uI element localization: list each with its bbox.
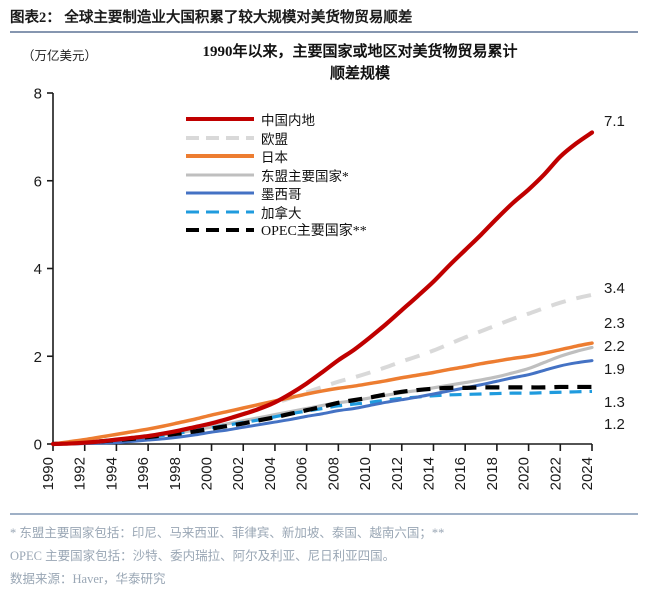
y-tick-label: 4: [34, 261, 42, 278]
legend-item-japan: 日本: [186, 147, 367, 166]
legend-label-opec: OPEC主要国家**: [261, 224, 367, 240]
x-tick-label: 2008: [325, 457, 342, 490]
y-tick-label: 0: [34, 437, 42, 454]
figure-header: 图表2： 全球主要制造业大国积累了较大规模对美货物贸易顺差: [10, 6, 638, 27]
legend-label-eu: 欧盟: [261, 131, 288, 147]
end-label-mexico: 1.9: [604, 361, 625, 378]
x-tick-label: 2014: [420, 457, 437, 490]
x-tick-label: 2022: [547, 457, 564, 490]
chart-title-line-2: 顺差规模: [329, 65, 390, 82]
x-tick-label: 2018: [484, 457, 501, 490]
legend-swatch-eu: [186, 131, 254, 145]
chart-title-line-1: 1990年以来，主要国家或地区对美货物贸易累计: [202, 44, 518, 60]
legend-item-asean: 东盟主要国家*: [186, 166, 367, 185]
y-axis-unit-label: （万亿美元）: [22, 49, 98, 63]
chart-plot-area: 0 2 4 6 8 1990 1992 1994 1996 1998 2000 2002 2004 200…: [34, 86, 625, 491]
end-label-asean: 2.2: [604, 338, 625, 355]
footnote-block: * 东盟主要国家包括：印尼、马来西亚、菲律宾、新加坡、泰国、越南六国；** OP…: [10, 522, 644, 591]
legend-swatch-asean: [186, 168, 254, 182]
y-tick-label: 2: [34, 349, 42, 366]
x-tick-label: 2016: [452, 457, 469, 490]
series-line-opec: [52, 384, 592, 447]
legend-item-china: 中国内地: [186, 110, 367, 129]
legend-swatch-mexico: [186, 186, 254, 200]
x-tick-label: 2004: [262, 457, 279, 490]
series-line-eu: [52, 292, 593, 446]
legend-swatch-japan: [186, 149, 254, 163]
x-tick-label: 2002: [230, 457, 247, 490]
series-line-asean: [51, 345, 594, 446]
footnote-source: 数据来源：Haver，华泰研究: [10, 572, 166, 587]
x-tick-label: 1998: [167, 457, 184, 490]
end-label-japan: 2.3: [604, 315, 625, 332]
end-label-opec: 1.3: [604, 394, 625, 411]
series-line-china: [50, 130, 595, 447]
legend-item-eu: 欧盟: [186, 129, 367, 148]
x-tick-label: 2024: [579, 457, 596, 490]
x-tick-label: 1996: [135, 457, 152, 490]
x-tick-label: 2020: [516, 457, 533, 490]
series-line-japan: [51, 341, 594, 446]
legend-item-opec: OPEC主要国家**: [186, 221, 367, 240]
x-tick-label: 1992: [72, 457, 89, 490]
x-tick-label: 1994: [103, 457, 120, 490]
legend-item-mexico: 墨西哥: [186, 184, 367, 203]
legend-label-canada: 加拿大: [261, 205, 302, 221]
legend-label-japan: 日本: [261, 150, 288, 166]
legend-swatch-opec: [186, 223, 254, 237]
footer-divider: [10, 513, 638, 515]
legend-item-canada: 加拿大: [186, 203, 367, 222]
y-tick-label: 6: [34, 173, 42, 190]
x-tick-label: 1990: [40, 457, 57, 490]
y-tick-label: 8: [34, 86, 42, 103]
legend-swatch-canada: [186, 205, 254, 219]
footnote-line-2: OPEC 主要国家包括：沙特、委内瑞拉、阿尔及利亚、尼日利亚四国。: [10, 549, 396, 564]
legend-label-asean: 东盟主要国家*: [261, 168, 349, 184]
end-label-china: 7.1: [604, 113, 625, 130]
figure-title: 图表2： 全球主要制造业大国积累了较大规模对美货物贸易顺差: [10, 10, 413, 26]
x-tick-label: 2010: [357, 457, 374, 490]
x-tick-label: 2006: [294, 457, 311, 490]
x-tick-label: 2000: [199, 457, 216, 490]
legend-label-china: 中国内地: [261, 113, 315, 129]
x-tick-label: 2012: [389, 457, 406, 490]
legend-swatch-china: [186, 112, 254, 126]
end-label-eu: 3.4: [604, 280, 625, 297]
end-label-canada: 1.2: [604, 416, 625, 433]
series-line-mexico: [51, 359, 594, 446]
legend-label-mexico: 墨西哥: [261, 187, 302, 203]
chart-legend: 中国内地 欧盟 日本 东盟主要国家* 墨西哥 加拿大 OPEC主要国家**: [186, 110, 367, 240]
chart-title: 1990年以来，主要国家或地区对美货物贸易累计 顺差规模: [120, 42, 600, 86]
line-chart-svg: 0 2 4 6 8 1990 1992 1994 1996 1998 2000 2002 2004 200…: [34, 86, 625, 491]
header-divider: [10, 31, 638, 33]
footnote-line-1: * 东盟主要国家包括：印尼、马来西亚、菲律宾、新加坡、泰国、越南六国；**: [10, 526, 445, 540]
